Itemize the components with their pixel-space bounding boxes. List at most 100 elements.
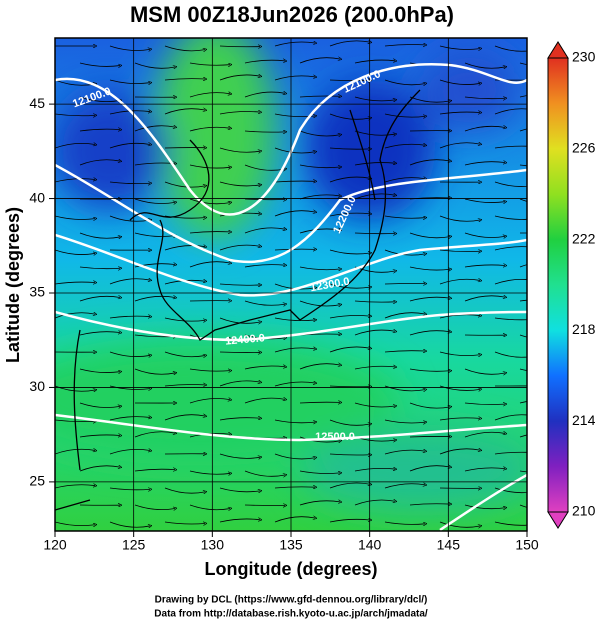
streamline xyxy=(164,384,205,386)
streamline xyxy=(244,228,285,234)
streamline xyxy=(219,147,260,152)
streamline xyxy=(189,470,230,474)
streamline xyxy=(109,316,150,318)
streamline xyxy=(494,351,527,358)
streamline xyxy=(300,535,340,539)
streamline xyxy=(329,177,370,183)
streamline xyxy=(409,402,450,408)
streamline xyxy=(299,130,340,136)
streamline xyxy=(55,249,95,255)
streamline xyxy=(439,385,480,390)
colorbar-tick-label: 230 xyxy=(572,49,596,65)
streamline xyxy=(189,399,230,404)
streamline xyxy=(274,211,315,217)
streamline xyxy=(494,45,527,52)
streamline xyxy=(134,232,175,237)
streamline xyxy=(134,126,175,132)
streamline xyxy=(464,504,505,509)
streamline xyxy=(329,483,370,489)
streamline xyxy=(164,181,205,187)
streamline xyxy=(519,299,527,302)
x-tick-label: 120 xyxy=(43,537,67,553)
x-tick-label: 135 xyxy=(279,537,303,553)
streamline xyxy=(384,484,425,489)
streamline xyxy=(79,160,120,166)
streamline xyxy=(164,79,205,80)
streamline xyxy=(384,178,425,183)
streamline xyxy=(219,519,260,523)
streamline xyxy=(79,267,120,269)
streamline xyxy=(439,449,480,455)
streamline xyxy=(109,488,150,490)
streamline xyxy=(519,401,527,404)
streamline xyxy=(109,385,150,389)
streamline xyxy=(519,95,527,98)
streamline xyxy=(299,501,340,506)
streamline xyxy=(55,449,95,455)
streamline xyxy=(274,317,315,321)
streamline xyxy=(519,434,527,438)
streamline xyxy=(494,521,527,526)
streamline xyxy=(219,46,260,47)
streamline xyxy=(439,521,480,527)
streamline xyxy=(354,500,395,506)
streamline xyxy=(384,419,425,423)
streamline xyxy=(464,296,505,302)
x-tick-label: 145 xyxy=(437,537,461,553)
streamline xyxy=(244,60,285,64)
streamline xyxy=(519,62,527,65)
streamline xyxy=(299,402,340,403)
streamline xyxy=(244,300,285,305)
streamline xyxy=(519,504,527,508)
streamline xyxy=(134,264,175,268)
streamline xyxy=(55,485,95,489)
streamline xyxy=(494,278,527,285)
streamline xyxy=(299,164,340,168)
y-tick-label: 40 xyxy=(29,189,45,205)
streamline xyxy=(109,521,150,527)
streamline xyxy=(274,181,315,182)
streamline xyxy=(439,315,480,319)
streamline xyxy=(109,79,150,84)
streamline xyxy=(55,282,95,284)
streamline xyxy=(299,96,340,97)
streamline xyxy=(494,108,527,115)
streamline xyxy=(494,145,527,149)
streamline xyxy=(219,75,260,81)
streamline xyxy=(109,182,150,184)
streamline xyxy=(109,45,150,50)
streamline xyxy=(55,313,95,319)
streamline xyxy=(519,164,527,167)
streamline xyxy=(164,246,205,251)
streamline xyxy=(465,539,505,543)
streamline xyxy=(274,419,315,423)
streamline xyxy=(384,216,425,218)
streamline xyxy=(79,435,120,437)
streamline xyxy=(519,470,527,473)
streamline xyxy=(189,93,230,98)
x-tick-label: 125 xyxy=(122,537,146,553)
streamline xyxy=(384,249,425,255)
streamline xyxy=(299,436,340,442)
streamline xyxy=(439,143,480,149)
streamline xyxy=(519,368,527,371)
streamline xyxy=(464,162,505,166)
streamline xyxy=(134,469,175,471)
streamline xyxy=(354,60,395,64)
streamline xyxy=(409,436,450,437)
streamline xyxy=(409,297,450,302)
streamline xyxy=(189,198,230,204)
streamline xyxy=(164,415,205,421)
streamline xyxy=(354,194,395,200)
streamline xyxy=(439,279,480,285)
streamline xyxy=(329,283,370,288)
colorbar-tick-label: 226 xyxy=(572,140,596,156)
plot-frame xyxy=(54,37,528,532)
streamline xyxy=(79,62,120,66)
streamline xyxy=(354,130,395,135)
streamline xyxy=(274,382,315,387)
streamline xyxy=(329,386,370,387)
contour-label: 12500.0 xyxy=(315,431,355,443)
streamline xyxy=(494,215,527,220)
streamline xyxy=(464,403,505,405)
